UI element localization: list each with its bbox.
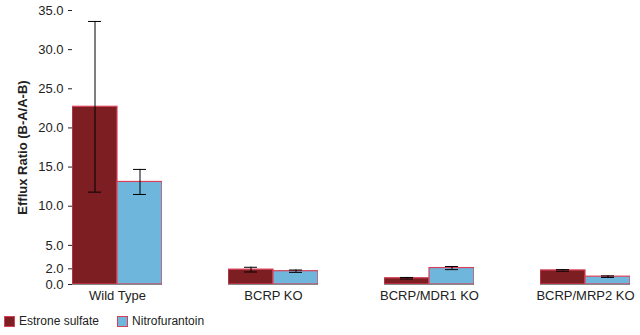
svg-text:BCRP KO: BCRP KO	[244, 288, 302, 303]
svg-text:BCRP/MRP2 KO: BCRP/MRP2 KO	[536, 288, 634, 303]
html-text:Estrone sulfate: Estrone sulfate	[19, 314, 99, 328]
svg-text:2.0: 2.0	[45, 261, 63, 276]
svg-text:5.0: 5.0	[45, 238, 63, 253]
svg-text:20.0: 20.0	[38, 120, 63, 135]
svg-text:BCRP/MDR1 KO: BCRP/MDR1 KO	[380, 288, 479, 303]
svg-text:10.0: 10.0	[38, 198, 63, 213]
svg-text:Wild Type: Wild Type	[89, 288, 146, 303]
svg-text:35.0: 35.0	[38, 3, 63, 18]
svg-text:15.0: 15.0	[38, 159, 63, 174]
svg-text:30.0: 30.0	[38, 42, 63, 57]
html-text:Nitrofurantoin: Nitrofurantoin	[132, 314, 205, 328]
svg-text:0.0: 0.0	[45, 277, 63, 292]
svg-text:25.0: 25.0	[38, 81, 63, 96]
svg-text:Efflux Ratio (B-A/A-B): Efflux Ratio (B-A/A-B)	[15, 80, 30, 214]
